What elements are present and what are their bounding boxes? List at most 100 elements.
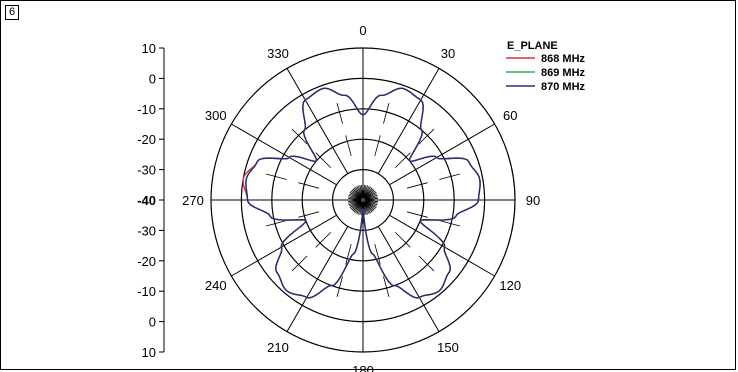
inner-hatch [356,185,363,199]
angle-label-180: 180 [352,363,374,372]
minor-tick [265,173,287,180]
inner-hatch [363,185,369,199]
inner-hatch [351,189,362,199]
inner-hatch [355,186,363,199]
radial-tick-label: -40 [137,193,156,208]
minor-tick [406,182,428,189]
grid-spoke [377,68,440,174]
inner-hatch [352,188,362,199]
inner-hatch [363,185,370,199]
minor-tick [265,220,287,227]
minor-tick [345,243,352,265]
inner-hatch [357,201,363,215]
minor-tick [315,231,332,248]
inner-hatch [364,201,374,212]
inner-hatch [359,201,363,215]
radial-tick-label: -30 [137,223,156,238]
grid-spoke [377,226,440,332]
inner-hatch [349,192,362,200]
inner-hatch [364,194,378,200]
radial-tick-label: -10 [137,102,156,117]
grid-spoke [231,123,337,186]
angle-label-150: 150 [437,340,459,355]
inner-hatch [351,201,362,211]
minor-tick [374,243,381,265]
inner-hatch [359,185,363,199]
radial-tick-label: -20 [137,132,156,147]
minor-tick [291,255,308,272]
inner-hatch [350,190,362,200]
inner-hatch [348,193,362,200]
series-layer [242,87,481,299]
angle-label-90: 90 [526,193,540,208]
inner-hatch [348,194,362,200]
inner-hatch [352,201,362,212]
inner-hatch [364,200,377,208]
angle-label-60: 60 [503,108,517,123]
grid-spoke [389,214,495,277]
minor-tick [345,135,352,157]
series-line-870-mhz [245,87,481,299]
angle-labels: 0 30 60 90 120 150 180 210 240 270 300 330 [182,23,540,372]
minor-tick [291,128,308,145]
minor-tick [418,255,435,272]
inner-hatch [348,200,362,204]
polar-grid [210,47,516,353]
radial-tick-label: -10 [137,284,156,299]
inner-hatch [348,196,362,200]
grid-spoke [286,68,349,174]
inner-hatch [364,201,375,211]
minor-tick [315,152,332,169]
inner-hatch [348,200,362,206]
angle-label-270: 270 [182,193,204,208]
inner-hatch [363,201,371,214]
inner-hatch [350,200,362,210]
radial-tick-label: -20 [137,254,156,269]
inner-hatch [364,200,376,210]
inner-hatch [363,187,373,199]
inner-hatch [363,201,373,213]
radial-tick-label: 10 [142,345,156,360]
inner-hatch [364,190,376,200]
inner-hatch [364,188,374,199]
inner-hatch [363,201,369,215]
inner-hatch [364,196,378,200]
angle-label-300: 300 [205,108,227,123]
radial-tick-label: 0 [149,71,156,86]
grid-spoke [231,214,337,277]
radial-tick-label: 10 [142,41,156,56]
inner-hatch [353,201,363,213]
minor-tick [298,182,320,189]
minor-tick [406,211,428,218]
inner-hatch [363,201,367,215]
inner-hatch [357,185,363,199]
angle-label-330: 330 [267,46,289,61]
minor-tick [439,220,461,227]
legend-label: 868 MHz [541,53,586,65]
radial-tick-label: -30 [137,163,156,178]
inner-hatch [364,200,378,207]
grid-spoke [389,123,495,186]
minor-tick [418,128,435,145]
inner-hatch [355,201,363,214]
inner-hatch [363,186,371,199]
angle-label-120: 120 [499,278,521,293]
inner-hatch [364,200,378,204]
inner-hatch [348,200,362,207]
minor-tick [383,102,390,124]
inner-hatch [364,200,378,206]
radial-axis: 10 0 -10 -20 -30 -40 -30 -20 -10 0 10 [137,41,165,360]
angle-label-240: 240 [205,278,227,293]
inner-hatch [353,187,363,199]
legend-title: E_PLANE [507,40,558,52]
minor-tick [374,135,381,157]
figure-number-badge: 6 [5,5,19,20]
minor-tick [298,211,320,218]
radial-tick-label: 0 [149,315,156,330]
angle-label-210: 210 [267,340,289,355]
angle-label-30: 30 [441,46,455,61]
minor-tick [394,152,411,169]
minor-tick [439,173,461,180]
